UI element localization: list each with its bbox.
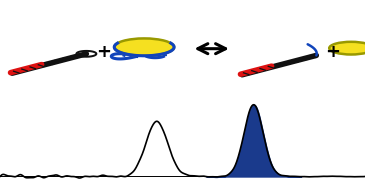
Circle shape bbox=[329, 42, 365, 54]
Text: +: + bbox=[324, 43, 340, 61]
Text: +: + bbox=[96, 43, 112, 61]
Circle shape bbox=[114, 38, 174, 56]
